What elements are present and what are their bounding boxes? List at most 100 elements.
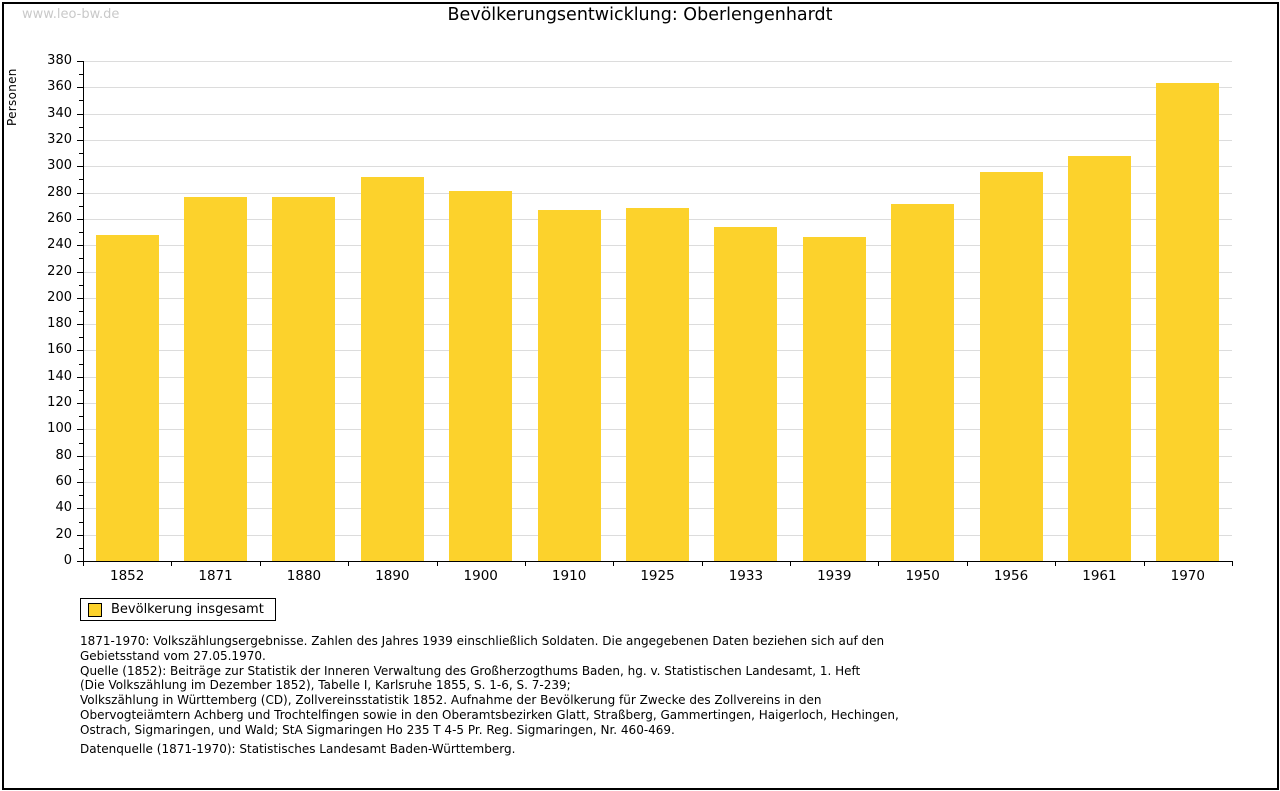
y-tick-label: 140 [47,368,72,384]
y-axis-line [83,61,84,562]
x-tick-label: 1890 [375,568,410,584]
y-tick-label: 280 [47,184,72,200]
x-axis-tick [259,562,261,566]
x-tick-label: 1956 [993,568,1029,584]
y-tick-label: 300 [47,158,72,174]
legend-box: Bevölkerung insgesamt [80,598,276,621]
y-axis-minor-tick [79,468,83,470]
y-axis-minor-tick [79,179,83,181]
y-axis-minor-tick [79,311,83,312]
x-tick-label: 1925 [640,568,675,584]
y-axis-minor-tick [79,495,83,497]
x-tick-label: 1939 [817,568,852,584]
y-tick-label: 60 [55,474,72,490]
grid-line-360 [84,87,1232,89]
x-tick-label: 1871 [198,568,233,584]
x-tick-label: 1970 [1170,568,1205,584]
bar-1925 [626,208,689,561]
x-tick-label: 1880 [286,568,322,584]
y-axis-major-tick [77,561,83,562]
y-axis-minor-tick [79,389,83,391]
y-tick-label: 120 [47,395,72,411]
x-axis-tick [436,562,438,566]
y-axis-minor-tick [79,521,83,523]
y-tick-label: 80 [55,447,72,463]
y-tick-label: 180 [47,316,72,332]
y-axis-major-tick [77,534,83,536]
y-axis-minor-tick [79,284,83,286]
grid-line-380 [84,61,1232,62]
bar-1956 [979,171,1043,561]
x-tick-label: 1910 [551,568,587,584]
y-axis-minor-tick [79,100,83,102]
y-axis-major-tick [77,139,83,141]
bar-1939 [802,237,866,561]
y-tick-label: 340 [47,105,72,121]
x-axis-tick [348,562,350,566]
x-axis-tick [878,562,880,566]
y-tick-label: 260 [47,210,72,226]
y-axis-minor-tick [79,416,83,418]
bar-1961 [1067,155,1131,561]
x-axis-tick [1055,562,1057,566]
bar-1880 [272,196,336,561]
y-axis-major-tick [77,350,83,352]
y-tick-label: 380 [47,53,72,68]
y-tick-label: 40 [55,500,72,516]
y-axis-minor-tick [79,232,83,234]
legend-label: Bevölkerung insgesamt [111,602,264,617]
x-axis-tick [966,562,968,566]
y-axis-major-tick [77,508,83,510]
bar-1890 [360,176,424,561]
y-axis-major-tick [77,482,83,484]
y-axis-major-tick [77,376,83,378]
y-axis-minor-tick [79,363,83,365]
footnote-text: 1871-1970: Volkszählungsergebnisse. Zahl… [80,634,899,737]
y-axis-minor-tick [79,126,83,128]
x-axis-line [83,561,1233,562]
y-tick-label: 320 [47,131,72,147]
bar-1950 [891,204,955,561]
y-axis-minor-tick [79,205,83,207]
x-tick-label: 1933 [728,568,764,584]
y-tick-label: 160 [47,342,72,358]
y-tick-label: 240 [47,237,72,253]
y-axis-major-tick [77,61,83,62]
x-axis-tick [1232,562,1233,566]
y-axis-minor-tick [79,258,83,260]
x-tick-label: 1950 [905,568,940,584]
y-axis-minor-tick [79,547,83,549]
y-axis-major-tick [77,271,83,273]
x-axis-tick [701,562,703,566]
y-tick-label: 220 [47,263,72,279]
x-tick-label: 1900 [463,568,498,584]
y-axis-major-tick [77,429,83,431]
x-axis-tick [171,562,173,566]
y-axis-major-tick [77,113,83,115]
legend-swatch-icon [88,602,102,617]
y-axis-major-tick [77,455,83,457]
x-axis-tick [790,562,792,566]
bar-1970 [1156,83,1220,561]
watermark-url: www.leo-bw.de [22,7,120,22]
x-axis-tick [524,562,526,566]
bar-1910 [537,209,601,561]
y-tick-label: 360 [47,79,72,95]
bar-1900 [449,191,513,561]
grid-line-320 [84,139,1232,141]
y-axis-major-tick [77,324,83,326]
chart-title: Bevölkerungsentwicklung: Oberlengenhardt [447,5,833,25]
y-axis-major-tick [77,166,83,168]
y-axis-minor-tick [79,337,83,339]
y-axis-major-tick [77,87,83,89]
y-tick-label: 0 [63,553,72,568]
y-tick-label: 200 [47,289,72,305]
x-tick-label: 1852 [110,568,145,584]
x-axis-tick [613,562,615,566]
y-axis-major-tick [77,403,83,405]
y-axis-minor-tick [79,74,83,76]
bar-1933 [714,226,778,561]
